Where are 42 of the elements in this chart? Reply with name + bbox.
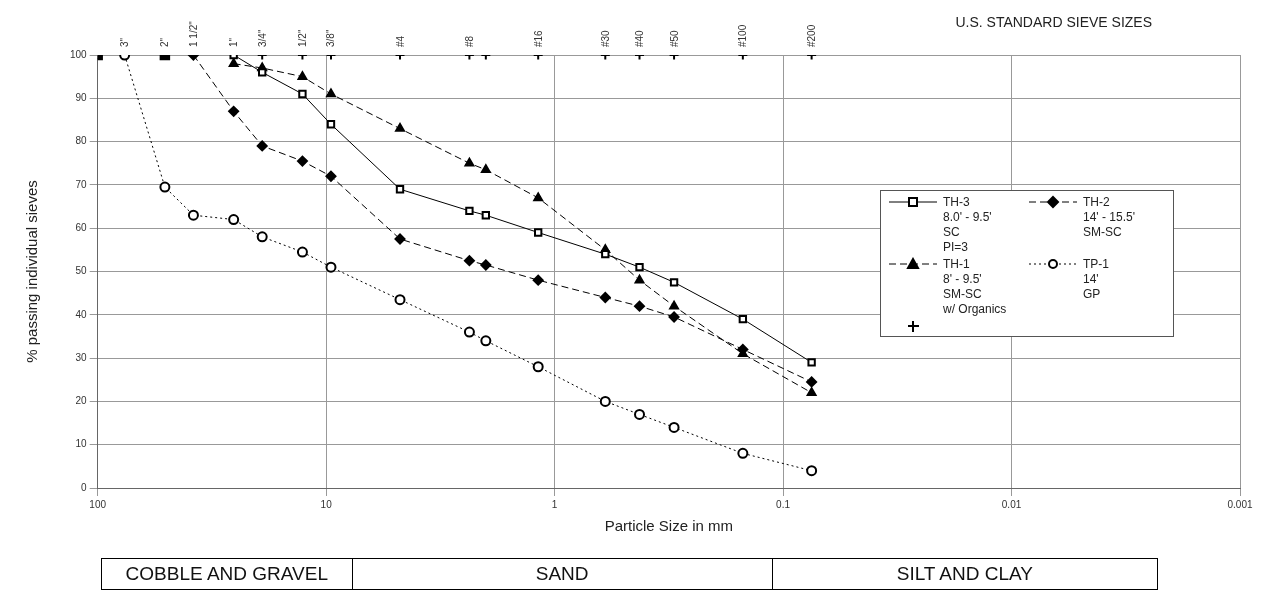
y-tick-label: 60: [75, 221, 88, 233]
annotation: #200: [806, 24, 818, 47]
annotation: #30: [599, 30, 611, 47]
legend-label: TP-1 14' GP: [1083, 257, 1110, 302]
annotation: 3/4": [256, 29, 268, 47]
y-axis-title: % passing individual sieves: [23, 180, 41, 363]
annotation: #40: [634, 30, 645, 47]
text: SAND: [352, 559, 773, 589]
x-tick-label: 1: [551, 498, 558, 510]
y-tick-label: 90: [75, 92, 88, 104]
x-tick-label: 0.1: [776, 498, 791, 510]
x-tick-label: 0.01: [1001, 498, 1022, 510]
y-tick-label: 40: [75, 308, 88, 320]
annotation: 1 1/2": [187, 21, 199, 47]
y-tick-label: 0: [81, 481, 88, 493]
annotation: 3/8": [325, 29, 337, 47]
annotation: 2": [159, 37, 171, 47]
x-tick-label: 10: [320, 498, 333, 510]
text: COBBLE AND GRAVEL: [102, 559, 353, 589]
legend-label: TH-3 8.0' - 9.5' SC PI=3: [943, 195, 992, 255]
y-tick-label: 10: [75, 438, 88, 450]
legend-label: TH-2 14' - 15.5' SM-SC: [1083, 195, 1135, 240]
text: SILT AND CLAY: [895, 562, 1034, 586]
y-tick-label: 50: [75, 265, 88, 277]
annotation: #100: [737, 24, 749, 47]
annotation: #16: [532, 30, 544, 47]
x-axis-title: Particle Size in mm: [604, 517, 734, 535]
annotation: 1": [228, 37, 240, 47]
y-tick-label: 80: [75, 135, 88, 147]
y-tick-label: 30: [75, 351, 88, 363]
y-tick-label: 70: [75, 178, 88, 190]
x-tick-label: 100: [89, 498, 107, 510]
y-tick-label: 20: [75, 395, 88, 407]
annotation: #4: [394, 35, 406, 47]
text: U.S. STANDARD SIEVE SIZES: [955, 14, 1152, 30]
annotation: 1/2": [296, 29, 308, 47]
y-tick-label: 100: [70, 48, 88, 60]
annotation: #50: [668, 30, 680, 47]
legend-label: TH-1 8' - 9.5' SM-SC w/ Organics: [943, 257, 1007, 317]
annotation: #8: [463, 35, 475, 47]
x-tick-label: 0.001: [1227, 498, 1253, 510]
annotation: 3": [119, 37, 131, 47]
